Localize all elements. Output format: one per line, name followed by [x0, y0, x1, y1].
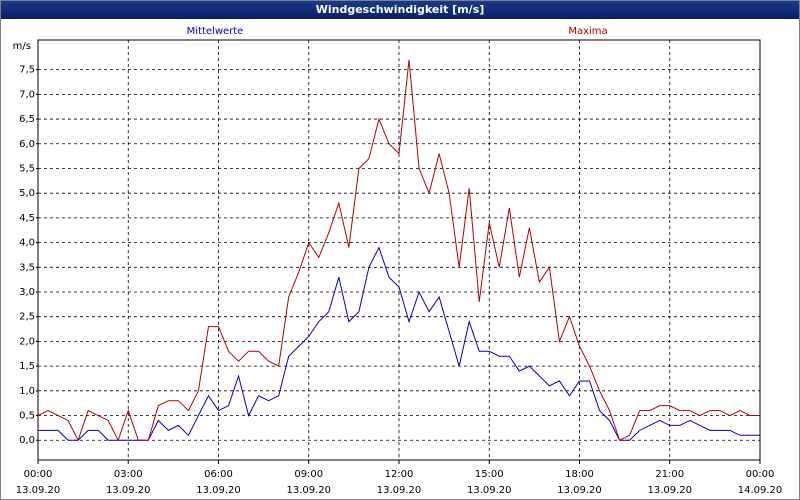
x-tick-date: 13.09.20 [106, 485, 151, 496]
x-tick-date: 14.09.20 [738, 485, 783, 496]
title-bar: Windgeschwindigkeit [m/s] [1, 1, 799, 19]
series-line [38, 246, 760, 441]
x-tick-label: 00:00 [24, 469, 53, 480]
y-tick-label: 3,0 [19, 287, 35, 298]
y-tick-label: 4,5 [19, 213, 35, 224]
x-tick-date: 13.09.20 [377, 485, 422, 496]
y-tick-label: 2,5 [19, 312, 35, 323]
y-tick-label: 4,0 [19, 238, 35, 249]
x-tick-date: 13.09.20 [557, 485, 602, 496]
x-tick-label: 00:00 [746, 469, 775, 480]
y-tick-label: 0,5 [19, 411, 35, 422]
x-tick-label: 06:00 [204, 469, 233, 480]
y-tick-label: 0,0 [19, 435, 35, 446]
x-tick-label: 03:00 [114, 469, 143, 480]
y-tick-label: 7,0 [19, 89, 35, 100]
x-tick-date: 13.09.20 [467, 485, 512, 496]
x-tick-label: 09:00 [294, 469, 323, 480]
y-unit: m/s [13, 41, 31, 52]
y-tick-label: 1,0 [19, 386, 35, 397]
legend-entry: Maxima [568, 26, 607, 37]
y-tick-label: 3,5 [19, 262, 35, 273]
y-tick-label: 5,5 [19, 163, 35, 174]
y-tick-label: 6,0 [19, 139, 35, 150]
x-tick-date: 13.09.20 [286, 485, 331, 496]
x-tick-label: 21:00 [655, 469, 684, 480]
x-tick-date: 13.09.20 [647, 485, 692, 496]
y-tick-label: 7,5 [19, 65, 35, 76]
x-tick-date: 13.09.20 [196, 485, 241, 496]
y-tick-label: 2,0 [19, 336, 35, 347]
series-line [37, 59, 760, 442]
y-tick-label: 1,5 [19, 361, 35, 372]
x-tick-label: 18:00 [565, 469, 594, 480]
x-tick-date: 13.09.20 [16, 485, 61, 496]
y-tick-label: 6,5 [19, 114, 35, 125]
y-tick-label: 5,0 [19, 188, 35, 199]
x-tick-label: 12:00 [385, 469, 414, 480]
x-tick-label: 15:00 [475, 469, 504, 480]
legend-entry: Mittelwerte [187, 26, 244, 37]
